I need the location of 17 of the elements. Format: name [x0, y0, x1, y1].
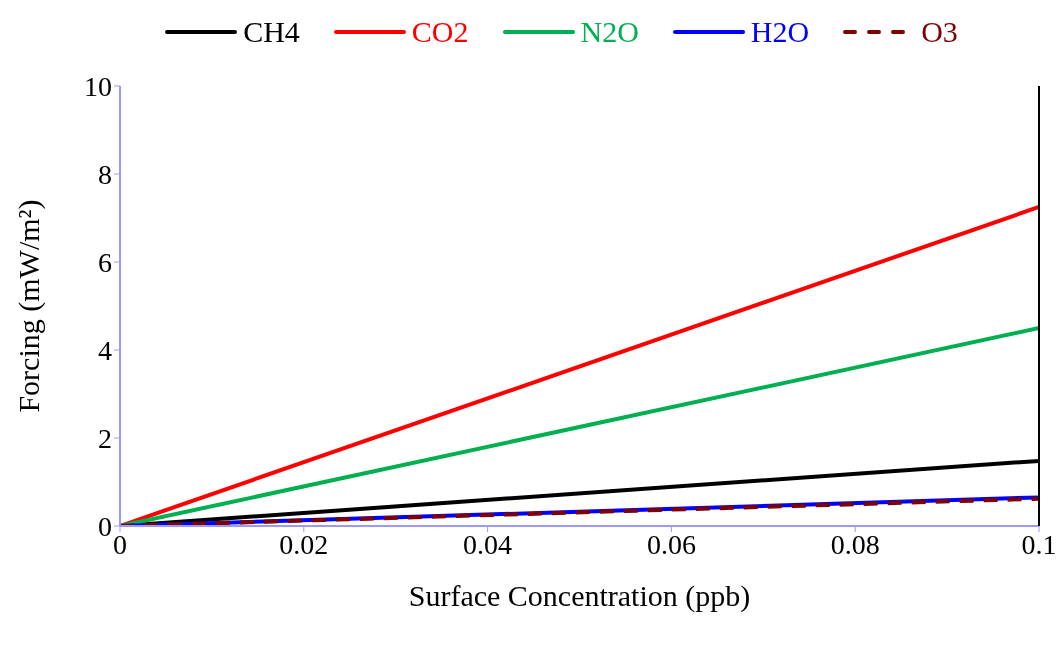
legend-label: H2O [750, 15, 810, 49]
legend-label: CH4 [243, 15, 300, 49]
legend-label: O3 [921, 15, 958, 49]
x-tick-label: 0.06 [646, 528, 696, 560]
y-tick-label: 8 [98, 158, 112, 190]
x-axis-title: Surface Concentration (ppb) [408, 579, 751, 613]
x-tick-label: 0.1 [1021, 528, 1057, 560]
y-tick-label: 10 [84, 70, 112, 102]
legend-label: N2O [580, 15, 639, 49]
y-tick-label: 2 [98, 422, 112, 454]
legend-label: CO2 [411, 15, 469, 49]
y-tick-label: 6 [98, 246, 112, 278]
y-axis-title: Forcing (mW/m²) [11, 199, 46, 413]
y-tick-label: 4 [98, 334, 112, 366]
x-tick-label: 0.08 [830, 528, 880, 560]
x-tick-label: 0.04 [463, 528, 513, 560]
x-tick-label: 0.02 [279, 528, 329, 560]
